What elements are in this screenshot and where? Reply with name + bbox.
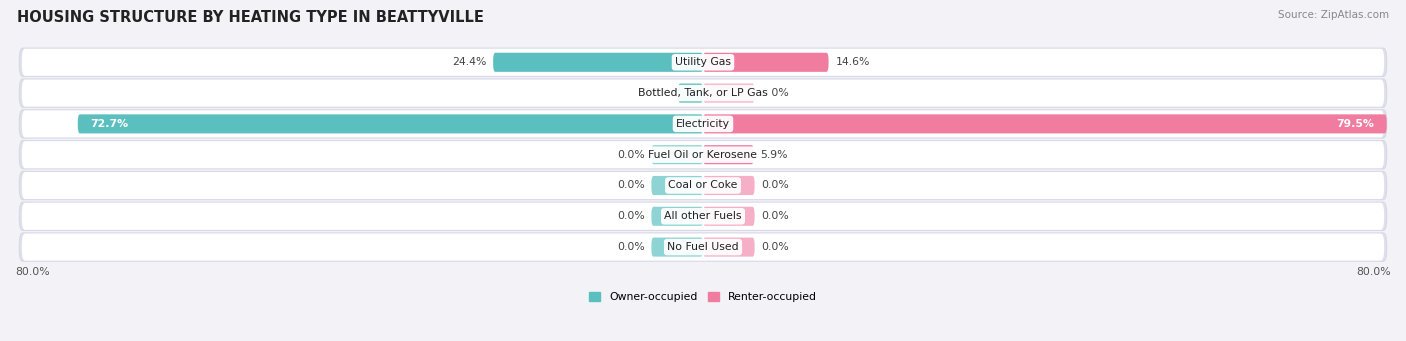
Text: 72.7%: 72.7% bbox=[90, 119, 129, 129]
FancyBboxPatch shape bbox=[703, 207, 755, 226]
FancyBboxPatch shape bbox=[20, 171, 1386, 200]
FancyBboxPatch shape bbox=[22, 110, 1384, 137]
Text: 2.9%: 2.9% bbox=[644, 88, 671, 98]
Text: No Fuel Used: No Fuel Used bbox=[668, 242, 738, 252]
FancyBboxPatch shape bbox=[22, 79, 1384, 107]
FancyBboxPatch shape bbox=[20, 202, 1386, 231]
FancyBboxPatch shape bbox=[22, 49, 1384, 76]
FancyBboxPatch shape bbox=[703, 176, 755, 195]
FancyBboxPatch shape bbox=[22, 172, 1384, 199]
Text: 0.0%: 0.0% bbox=[617, 150, 644, 160]
FancyBboxPatch shape bbox=[20, 79, 1386, 107]
FancyBboxPatch shape bbox=[678, 84, 703, 103]
Legend: Owner-occupied, Renter-occupied: Owner-occupied, Renter-occupied bbox=[589, 292, 817, 302]
FancyBboxPatch shape bbox=[703, 238, 755, 257]
Text: 79.5%: 79.5% bbox=[1336, 119, 1374, 129]
Text: All other Fuels: All other Fuels bbox=[664, 211, 742, 221]
FancyBboxPatch shape bbox=[494, 53, 703, 72]
Text: 5.9%: 5.9% bbox=[761, 150, 789, 160]
Text: Electricity: Electricity bbox=[676, 119, 730, 129]
FancyBboxPatch shape bbox=[651, 238, 703, 257]
Text: Fuel Oil or Kerosene: Fuel Oil or Kerosene bbox=[648, 150, 758, 160]
FancyBboxPatch shape bbox=[22, 141, 1384, 168]
FancyBboxPatch shape bbox=[20, 140, 1386, 169]
Text: 0.0%: 0.0% bbox=[762, 242, 789, 252]
FancyBboxPatch shape bbox=[22, 234, 1384, 261]
FancyBboxPatch shape bbox=[20, 110, 1386, 138]
Text: 80.0%: 80.0% bbox=[15, 267, 49, 277]
Text: 14.6%: 14.6% bbox=[835, 57, 870, 67]
FancyBboxPatch shape bbox=[703, 145, 754, 164]
FancyBboxPatch shape bbox=[20, 233, 1386, 261]
Text: 0.0%: 0.0% bbox=[762, 88, 789, 98]
Text: Source: ZipAtlas.com: Source: ZipAtlas.com bbox=[1278, 10, 1389, 20]
Text: 24.4%: 24.4% bbox=[451, 57, 486, 67]
FancyBboxPatch shape bbox=[22, 203, 1384, 230]
Text: 0.0%: 0.0% bbox=[617, 242, 644, 252]
Text: Bottled, Tank, or LP Gas: Bottled, Tank, or LP Gas bbox=[638, 88, 768, 98]
FancyBboxPatch shape bbox=[651, 207, 703, 226]
FancyBboxPatch shape bbox=[703, 114, 1386, 133]
Text: 80.0%: 80.0% bbox=[1357, 267, 1391, 277]
FancyBboxPatch shape bbox=[20, 48, 1386, 76]
Text: Utility Gas: Utility Gas bbox=[675, 57, 731, 67]
FancyBboxPatch shape bbox=[703, 53, 828, 72]
FancyBboxPatch shape bbox=[651, 145, 703, 164]
Text: HOUSING STRUCTURE BY HEATING TYPE IN BEATTYVILLE: HOUSING STRUCTURE BY HEATING TYPE IN BEA… bbox=[17, 10, 484, 25]
Text: 0.0%: 0.0% bbox=[762, 211, 789, 221]
FancyBboxPatch shape bbox=[651, 176, 703, 195]
Text: 0.0%: 0.0% bbox=[762, 180, 789, 191]
Text: Coal or Coke: Coal or Coke bbox=[668, 180, 738, 191]
FancyBboxPatch shape bbox=[703, 84, 755, 103]
FancyBboxPatch shape bbox=[77, 114, 703, 133]
Text: 0.0%: 0.0% bbox=[617, 211, 644, 221]
Text: 0.0%: 0.0% bbox=[617, 180, 644, 191]
